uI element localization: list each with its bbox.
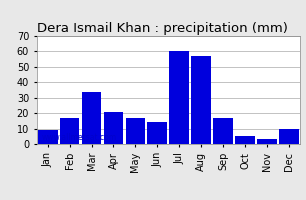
Bar: [257, 139, 277, 144]
Bar: [125, 118, 145, 144]
Bar: [213, 118, 233, 144]
Bar: [170, 51, 189, 144]
Bar: [82, 92, 101, 144]
Bar: [60, 118, 80, 144]
Bar: [38, 130, 58, 144]
Bar: [191, 56, 211, 144]
Bar: [235, 136, 255, 144]
Text: Dera Ismail Khan : precipitation (mm): Dera Ismail Khan : precipitation (mm): [37, 22, 288, 35]
Bar: [279, 129, 299, 144]
Bar: [147, 122, 167, 144]
Text: www.allmetsat.com: www.allmetsat.com: [42, 133, 117, 142]
Bar: [104, 112, 123, 144]
